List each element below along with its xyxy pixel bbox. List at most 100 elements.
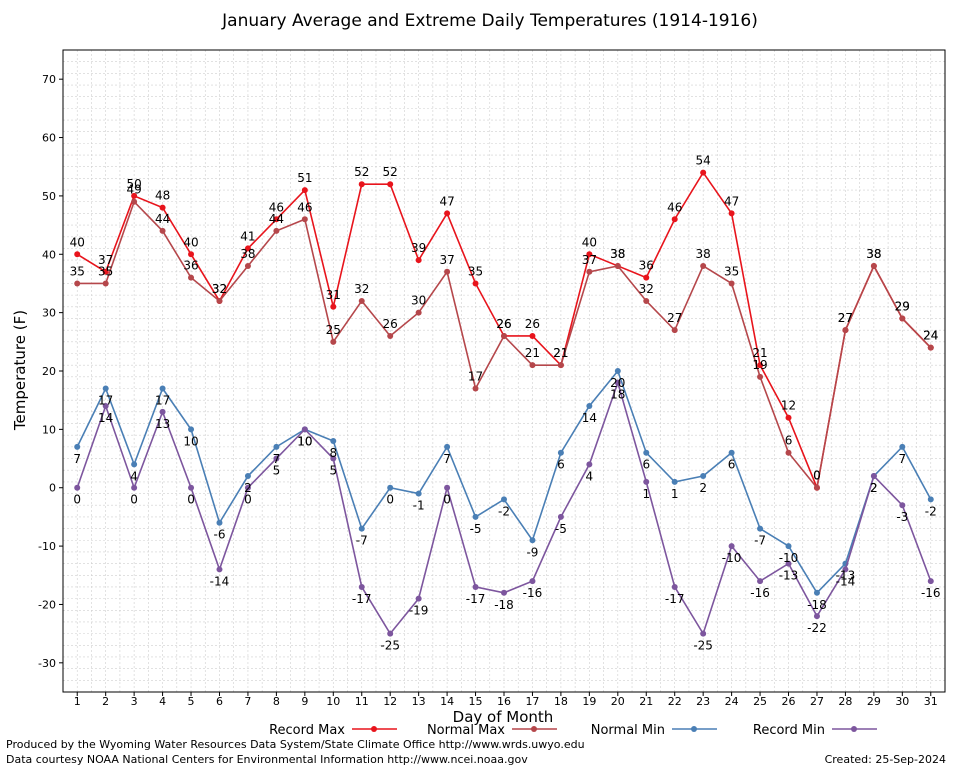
data-label-normal-min: 17: [98, 394, 113, 408]
data-point-normal-min: [244, 473, 251, 480]
data-point-normal-max: [330, 338, 337, 345]
data-point-normal-max: [728, 280, 735, 287]
data-point-normal-max: [387, 332, 394, 339]
legend: Record Max Normal Max Normal Min Record Min: [269, 723, 877, 738]
data-point-record-max: [358, 181, 365, 188]
data-point-normal-min: [700, 473, 707, 480]
data-point-normal-min: [387, 484, 394, 491]
x-tick-label: 24: [725, 695, 739, 708]
data-label-normal-min: 8: [329, 446, 337, 460]
data-point-normal-min: [444, 443, 451, 450]
data-label-normal-min: 6: [557, 458, 565, 472]
data-point-record-max: [728, 210, 735, 217]
x-tick-label: 26: [782, 695, 796, 708]
data-point-record-max: [273, 216, 280, 223]
data-point-record-min: [842, 566, 849, 573]
y-tick-label: 50: [42, 190, 56, 203]
data-point-record-min: [216, 566, 223, 573]
data-point-normal-max: [131, 198, 138, 205]
data-label-normal-min: 2: [699, 481, 707, 495]
data-point-normal-min: [358, 525, 365, 532]
data-point-record-min: [472, 583, 479, 590]
data-label-record-min: -14: [210, 574, 230, 588]
data-point-record-max: [330, 303, 337, 310]
data-label-normal-min: -7: [356, 534, 368, 548]
legend-label-normal-min: Normal Min: [591, 723, 665, 738]
data-label-record-max: 36: [639, 259, 654, 273]
data-point-record-min: [102, 403, 109, 410]
data-label-normal-max: 21: [525, 346, 540, 360]
data-label-normal-min: 0: [386, 493, 394, 507]
data-point-record-max: [586, 251, 593, 258]
data-point-normal-max: [74, 280, 81, 287]
data-label-record-max: 26: [496, 317, 511, 331]
data-point-normal-max: [216, 297, 223, 304]
data-point-record-min: [529, 578, 536, 585]
data-label-normal-max: 25: [326, 323, 341, 337]
x-axis-label: Day of Month: [453, 708, 554, 726]
x-tick-label: 14: [440, 695, 454, 708]
data-label-normal-max: 6: [785, 434, 793, 448]
x-tick-label: 9: [301, 695, 308, 708]
data-label-record-max: 38: [610, 247, 625, 261]
data-label-record-max: 48: [155, 189, 170, 203]
data-label-normal-max: 27: [838, 311, 853, 325]
data-label-record-min: 10: [297, 434, 312, 448]
data-label-record-max: 47: [439, 194, 454, 208]
x-tick-label: 18: [554, 695, 568, 708]
data-point-normal-min: [927, 496, 934, 503]
data-label-record-max: 32: [212, 282, 227, 296]
data-label-record-max: 31: [326, 288, 341, 302]
y-tick-label: 20: [42, 365, 56, 378]
data-label-record-min: -10: [722, 551, 742, 565]
data-point-normal-min: [102, 385, 109, 392]
data-label-normal-max: 35: [98, 264, 113, 278]
data-label-record-max: 47: [724, 194, 739, 208]
data-point-normal-max: [188, 274, 195, 281]
x-tick-label: 20: [611, 695, 625, 708]
data-label-record-min: 14: [98, 411, 113, 425]
data-label-record-max: 46: [269, 200, 284, 214]
data-label-record-max: 51: [297, 171, 312, 185]
legend-label-record-min: Record Min: [753, 723, 825, 738]
data-label-record-min: 0: [187, 493, 195, 507]
data-label-record-max: 41: [240, 229, 255, 243]
data-label-record-min: -22: [807, 621, 827, 635]
created-date: Created: 25-Sep-2024: [824, 753, 946, 766]
data-label-record-max: 39: [411, 241, 426, 255]
data-point-normal-max: [671, 327, 678, 334]
data-label-record-min: 0: [443, 493, 451, 507]
x-tick-label: 19: [582, 695, 596, 708]
data-point-record-min: [671, 583, 678, 590]
data-label-normal-max: 24: [923, 329, 938, 343]
x-tick-label: 30: [895, 695, 909, 708]
data-point-record-max: [131, 192, 138, 199]
data-point-record-min: [244, 484, 251, 491]
data-label-record-max: 37: [98, 253, 113, 267]
data-point-record-min: [415, 595, 422, 602]
x-tick-label: 22: [668, 695, 682, 708]
data-label-normal-max: 29: [895, 299, 910, 313]
data-point-normal-max: [529, 362, 536, 369]
data-label-normal-min: 7: [73, 452, 81, 466]
data-label-record-min: 0: [244, 493, 252, 507]
x-tick-label: 8: [273, 695, 280, 708]
data-label-record-max: 40: [70, 235, 85, 249]
data-label-normal-min: 14: [582, 411, 597, 425]
data-label-record-min: 4: [586, 469, 594, 483]
data-label-normal-min: -2: [925, 504, 937, 518]
data-point-record-max: [74, 251, 81, 258]
data-point-record-max: [785, 414, 792, 421]
data-point-normal-min: [529, 537, 536, 544]
x-tick-label: 13: [412, 695, 426, 708]
data-label-normal-min: 6: [642, 458, 650, 472]
data-label-normal-min: -2: [498, 504, 510, 518]
legend-marker-record-min: [851, 726, 857, 732]
data-label-normal-min: -7: [754, 534, 766, 548]
x-tick-label: 2: [102, 695, 109, 708]
data-point-normal-min: [557, 449, 564, 456]
data-label-normal-min: 1: [671, 487, 679, 501]
y-tick-label: -10: [38, 540, 56, 553]
data-label-normal-min: 7: [273, 452, 281, 466]
